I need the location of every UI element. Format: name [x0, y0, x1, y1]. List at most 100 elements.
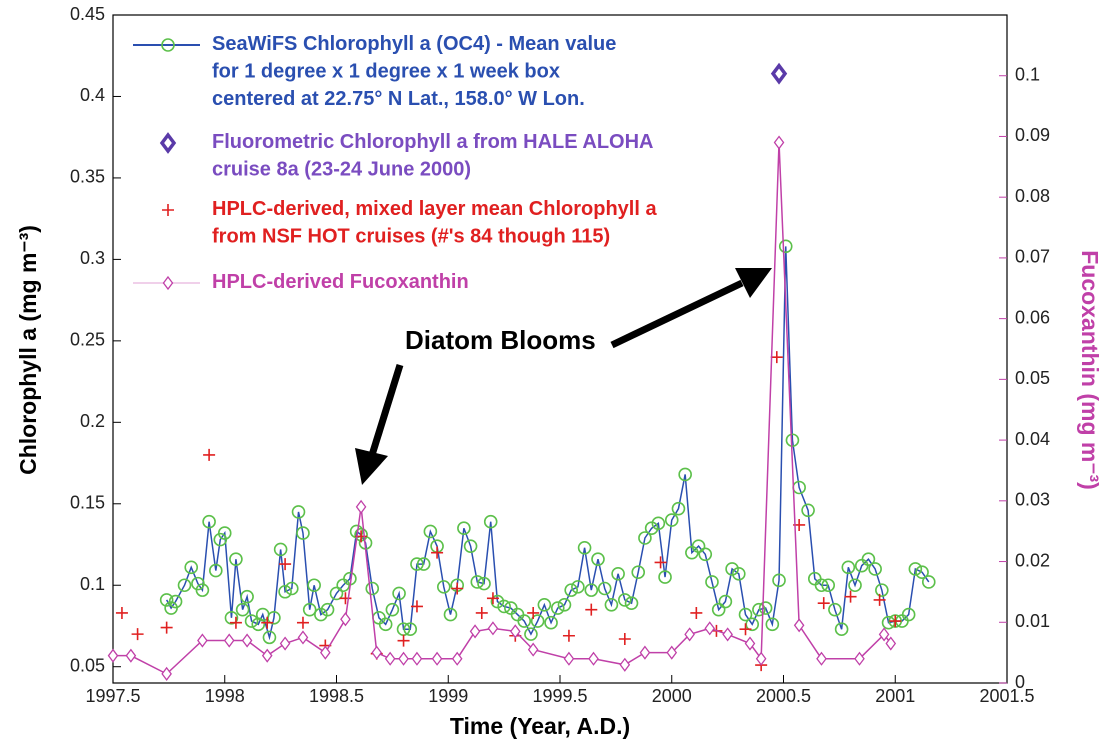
x-tick-label: 1997.5 [85, 686, 140, 706]
marker [161, 666, 172, 681]
marker [223, 633, 235, 648]
marker [224, 611, 239, 625]
marker [195, 583, 210, 597]
marker [436, 580, 451, 594]
x-tick-label: 1998.5 [309, 686, 364, 706]
marker [854, 651, 865, 666]
marker [457, 521, 471, 536]
marker [604, 597, 619, 612]
marker [469, 624, 481, 639]
marker [107, 648, 119, 663]
marker [921, 575, 936, 589]
y2-tick-label: 0.1 [1015, 64, 1040, 84]
marker [416, 557, 431, 571]
marker [297, 630, 309, 645]
marker [410, 600, 423, 613]
y-tick-label: 0.4 [80, 85, 105, 105]
marker [517, 614, 532, 628]
marker [793, 618, 805, 633]
marker [291, 505, 306, 519]
marker [392, 586, 406, 601]
marker [202, 514, 216, 529]
marker [744, 636, 756, 651]
marker [873, 593, 886, 606]
marker [611, 567, 625, 581]
marker [365, 581, 380, 596]
marker [284, 581, 299, 596]
x-tick-label: 1998 [205, 686, 245, 706]
marker [177, 578, 192, 593]
marker [411, 651, 423, 666]
marker [577, 540, 592, 555]
marker [307, 578, 321, 593]
marker [509, 624, 521, 639]
marker [722, 627, 733, 642]
marker [340, 612, 351, 627]
marker [915, 565, 929, 580]
marker [571, 580, 585, 594]
marker [704, 621, 716, 636]
marker [718, 594, 733, 609]
y2-tick-label: 0.01 [1015, 611, 1050, 631]
marker [638, 531, 652, 545]
marker [755, 651, 767, 666]
marker [497, 599, 511, 614]
marker [197, 633, 208, 648]
annotation: Diatom Blooms [405, 325, 596, 355]
legend-label: HPLC-derived Fucoxanthin [212, 271, 469, 293]
legend-line-text: SeaWiFS Chlorophyll a (OC4) - Mean value [212, 33, 616, 55]
marker [817, 597, 830, 610]
marker [752, 602, 766, 617]
legend-label: HPLC-derived, mixed layer mean Chlorophy… [212, 198, 657, 248]
marker [397, 634, 410, 647]
x-axis-title: Time (Year, A.D.) [450, 713, 630, 739]
legend-marker [162, 204, 174, 216]
marker [470, 575, 485, 589]
y2-axis-title: Fucoxanthin (mg m⁻³) [1077, 250, 1103, 490]
marker [821, 578, 836, 593]
marker [463, 539, 478, 553]
marker [834, 622, 849, 637]
marker [868, 562, 882, 576]
marker [639, 645, 651, 660]
marker [403, 622, 418, 637]
marker [785, 433, 800, 448]
marker [410, 557, 424, 571]
marker [875, 583, 889, 597]
marker [159, 593, 174, 607]
marker [278, 584, 292, 599]
y2-tick-label: 0 [1015, 672, 1025, 692]
marker [279, 636, 291, 651]
arrow-head [735, 268, 772, 298]
marker [758, 601, 773, 615]
x-tick-label: 2001 [875, 686, 915, 706]
marker [487, 621, 499, 636]
marker [563, 651, 575, 666]
marker [739, 623, 752, 636]
x-tick-label: 2000.5 [756, 686, 811, 706]
marker [588, 651, 599, 666]
arrows [355, 268, 772, 485]
y2-tick-label: 0.02 [1015, 550, 1050, 570]
marker [524, 627, 538, 641]
marker [217, 526, 232, 540]
y-tick-label: 0.1 [80, 574, 105, 594]
marker [651, 516, 666, 531]
marker [684, 627, 695, 642]
marker [698, 547, 713, 562]
marker [666, 645, 678, 660]
marker [431, 651, 443, 666]
y-tick-label: 0.2 [80, 411, 105, 431]
marker [385, 602, 400, 617]
legend-line-text: centered at 22.75° N Lat., 158.0° W Lon. [212, 88, 585, 110]
marker [828, 602, 842, 617]
marker [550, 601, 565, 615]
marker [878, 627, 890, 642]
legend-line-text: cruise 8a (23-24 June 2000) [212, 159, 471, 181]
marker [537, 597, 552, 612]
marker [654, 556, 667, 569]
marker [229, 616, 242, 629]
marker [711, 602, 726, 617]
marker [770, 62, 788, 85]
marker [241, 633, 253, 648]
